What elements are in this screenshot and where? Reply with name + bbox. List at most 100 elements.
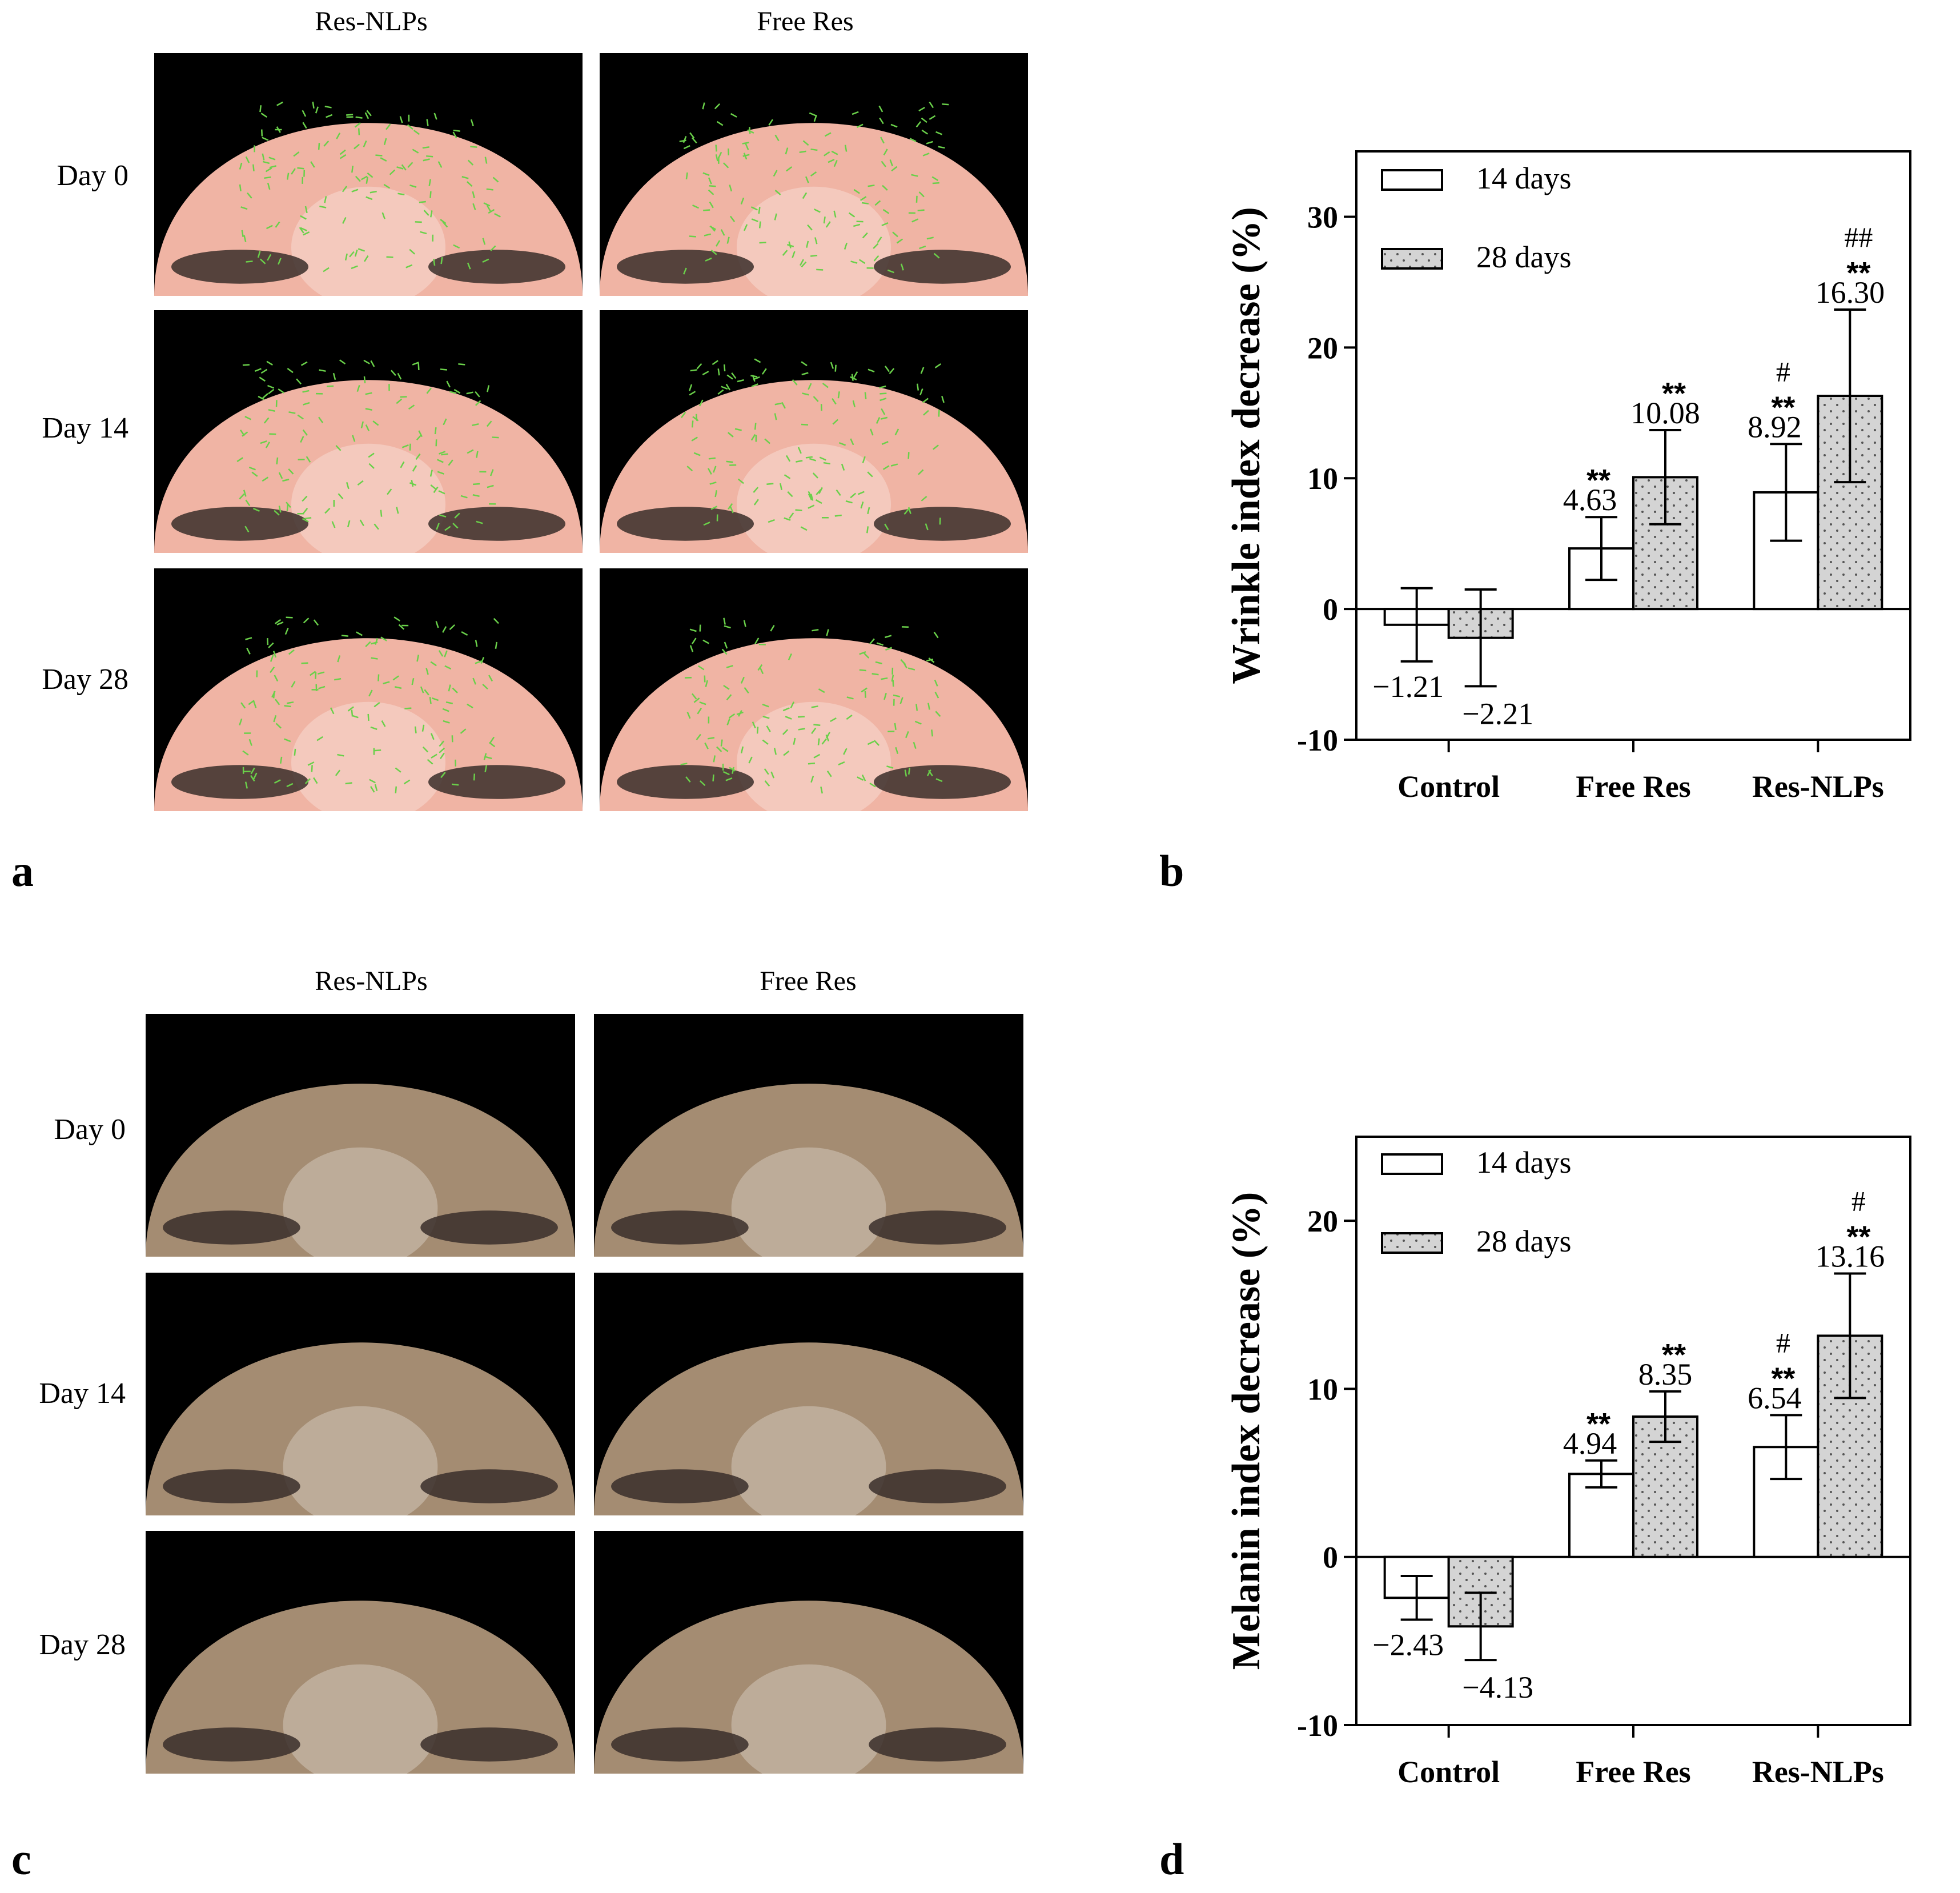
- error-bar: [1400, 1574, 1433, 1621]
- panel-c-row-label-day14: Day 14: [39, 1377, 126, 1410]
- data-value-label: 8.92: [1748, 410, 1802, 444]
- panel-c-photo-free-res-day14: [594, 1273, 1023, 1515]
- panel-c-col-header-res-nlps: Res-NLPs: [315, 966, 428, 996]
- legend-label: 14 days: [1476, 1145, 1571, 1180]
- forehead-photo-graphic: [594, 1084, 1023, 1257]
- y-tick-label: 10: [1307, 1372, 1338, 1406]
- significance-stars: **: [1771, 1361, 1795, 1395]
- forehead-photo-graphic: [154, 359, 583, 553]
- panel-a-row-label-day28: Day 28: [42, 663, 128, 696]
- significance-stars: **: [1587, 1407, 1610, 1441]
- y-tick-label: 0: [1323, 1541, 1338, 1575]
- panel-c-photo-res-nlps-day0: [146, 1014, 575, 1257]
- panel-a-photo-res-nlps-day28: [154, 568, 583, 811]
- forehead-photo-graphic: [146, 1342, 575, 1515]
- forehead-photo-graphic: [146, 1601, 575, 1774]
- significance-stars: **: [1662, 376, 1686, 411]
- x-category-label: Free Res: [1576, 1755, 1690, 1789]
- error-bar: [1464, 588, 1497, 688]
- panel-label-d: d: [1159, 1834, 1184, 1884]
- data-value-label: 13.16: [1816, 1240, 1885, 1274]
- data-value-label: 8.35: [1638, 1357, 1693, 1391]
- panel-a-photo-free-res-day28: [600, 568, 1028, 811]
- panel-c-photo-free-res-day28: [594, 1531, 1023, 1774]
- error-bar: [1770, 443, 1802, 542]
- error-bar: [1585, 516, 1617, 581]
- panel-a-photo-res-nlps-day14: [154, 310, 583, 553]
- data-value-label: 4.94: [1563, 1426, 1617, 1461]
- panel-a-col-header-free-res: Free Res: [757, 6, 854, 37]
- significance-stars: **: [1846, 1220, 1870, 1254]
- significance-stars: **: [1662, 1338, 1686, 1372]
- significance-stars: **: [1771, 390, 1795, 424]
- data-value-label: 16.30: [1816, 275, 1885, 310]
- y-axis-title: Wrinkle index decrease (%): [1224, 207, 1268, 684]
- error-bar: [1834, 1272, 1866, 1399]
- error-bar: [1585, 1459, 1617, 1489]
- legend-swatch: [1381, 248, 1443, 270]
- forehead-photo-graphic: [600, 358, 1028, 553]
- x-category-label: Control: [1397, 769, 1500, 804]
- panel-c-row-label-day0: Day 0: [54, 1113, 126, 1146]
- panel-a-photo-free-res-day0: [600, 53, 1028, 296]
- legend-label: 14 days: [1476, 161, 1571, 195]
- panel-a-photo-free-res-day14: [600, 310, 1028, 553]
- y-tick-label: 20: [1307, 1204, 1338, 1238]
- legend-label: 28 days: [1476, 1224, 1571, 1258]
- panel-c-row-label-day28: Day 28: [39, 1629, 126, 1661]
- y-tick-label: 10: [1307, 462, 1338, 496]
- x-category-label: Free Res: [1576, 769, 1690, 804]
- panel-a-row-label-day0: Day 0: [57, 159, 128, 192]
- legend-swatch: [1381, 1153, 1443, 1175]
- y-tick-label: 20: [1307, 331, 1338, 365]
- y-tick-label: 0: [1323, 592, 1338, 627]
- x-category-label: Res-NLPs: [1752, 1755, 1884, 1789]
- error-bar: [1770, 1414, 1802, 1481]
- x-category-label: Res-NLPs: [1752, 769, 1884, 804]
- significance-hash: #: [1776, 355, 1790, 387]
- error-bar: [1649, 428, 1681, 526]
- legend-label: 28 days: [1476, 240, 1571, 274]
- panel-a-photo-res-nlps-day0: [154, 53, 583, 296]
- error-bar: [1400, 587, 1433, 663]
- data-value-label: 4.63: [1563, 483, 1617, 517]
- forehead-photo-graphic: [146, 1084, 575, 1257]
- forehead-photo-graphic: [600, 617, 1028, 811]
- y-tick-label: -10: [1297, 723, 1338, 757]
- panel-label-b: b: [1159, 846, 1184, 896]
- panel-c-photo-res-nlps-day28: [146, 1531, 575, 1774]
- significance-stars: **: [1846, 256, 1870, 290]
- panel-c-photo-res-nlps-day14: [146, 1273, 575, 1515]
- data-value-label: 10.08: [1630, 396, 1700, 430]
- significance-hash: #: [1776, 1326, 1790, 1358]
- forehead-photo-graphic: [154, 101, 583, 296]
- legend-swatch: [1381, 1232, 1443, 1254]
- panel-c-photo-free-res-day0: [594, 1014, 1023, 1257]
- error-bar: [1464, 1591, 1497, 1662]
- y-tick-label: 30: [1307, 200, 1338, 234]
- data-value-label: 6.54: [1748, 1381, 1802, 1415]
- panel-label-c: c: [11, 1834, 31, 1884]
- legend-swatch: [1381, 169, 1443, 191]
- data-value-label: −2.21: [1462, 696, 1533, 731]
- significance-stars: **: [1587, 463, 1610, 498]
- x-category-label: Control: [1397, 1755, 1500, 1789]
- data-value-label: −2.43: [1372, 1627, 1444, 1662]
- panel-a-col-header-res-nlps: Res-NLPs: [315, 6, 428, 37]
- forehead-photo-graphic: [600, 101, 1028, 296]
- panel-a-row-label-day14: Day 14: [42, 412, 128, 444]
- forehead-photo-graphic: [154, 616, 583, 811]
- error-bar: [1834, 308, 1866, 484]
- significance-hash: ##: [1844, 221, 1873, 253]
- forehead-photo-graphic: [594, 1601, 1023, 1774]
- y-axis-title: Melanin index decrease (%): [1224, 1192, 1268, 1670]
- data-value-label: −1.21: [1372, 669, 1444, 704]
- panel-label-a: a: [11, 846, 34, 896]
- error-bar: [1649, 1390, 1681, 1443]
- y-tick-label: -10: [1297, 1708, 1338, 1743]
- significance-hash: #: [1851, 1185, 1866, 1217]
- panel-c-col-header-free-res: Free Res: [760, 966, 857, 996]
- forehead-photo-graphic: [594, 1342, 1023, 1515]
